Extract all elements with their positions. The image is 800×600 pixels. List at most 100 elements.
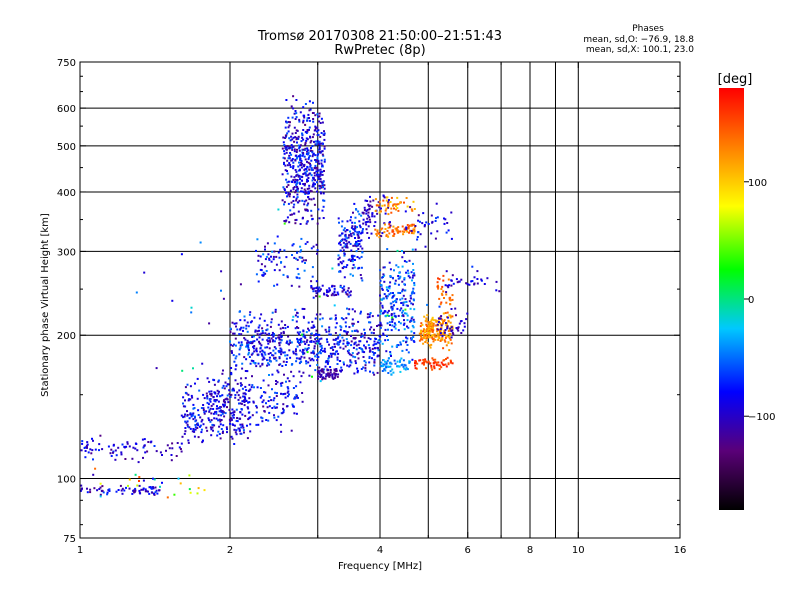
data-point (425, 330, 428, 333)
data-point (380, 235, 383, 238)
data-point (319, 178, 322, 180)
data-point (353, 228, 356, 231)
data-point (455, 314, 457, 317)
data-point (345, 317, 348, 320)
data-point (235, 322, 238, 325)
data-point (282, 141, 285, 144)
data-point (353, 266, 356, 269)
data-point (273, 333, 275, 336)
data-point (381, 342, 384, 345)
data-point (194, 424, 197, 426)
data-point (347, 287, 350, 290)
data-point (302, 191, 305, 194)
data-point (278, 336, 281, 339)
data-point (387, 289, 390, 292)
data-point (296, 156, 299, 159)
data-point (141, 438, 144, 441)
data-point (386, 322, 389, 325)
data-point (366, 232, 369, 234)
data-point (393, 269, 395, 272)
data-point (411, 209, 414, 212)
data-point (339, 346, 342, 349)
data-point (387, 309, 390, 312)
data-point (322, 186, 324, 188)
data-point (278, 357, 281, 360)
data-point (298, 149, 301, 152)
y-tick-label: 200 (57, 331, 76, 342)
data-point (101, 448, 104, 451)
data-point (358, 240, 361, 243)
data-point (301, 154, 304, 157)
data-point (412, 336, 415, 338)
data-point (284, 364, 287, 366)
data-point (342, 361, 345, 364)
data-point (364, 367, 367, 370)
data-point (419, 330, 422, 333)
data-point (393, 203, 396, 206)
data-point (337, 263, 340, 266)
data-point (291, 363, 294, 365)
data-point (316, 342, 319, 345)
data-point (268, 257, 271, 260)
data-point (343, 288, 346, 291)
data-point (328, 326, 331, 329)
data-point (202, 404, 205, 406)
data-point (382, 297, 385, 300)
data-point (431, 357, 434, 360)
data-point (238, 333, 241, 336)
data-point (310, 326, 313, 329)
data-point (307, 177, 310, 179)
data-point (249, 423, 252, 426)
data-point (336, 363, 339, 365)
data-point (350, 235, 353, 238)
data-point (315, 160, 318, 163)
data-point (298, 333, 300, 336)
data-point (308, 100, 311, 103)
data-point (412, 274, 415, 277)
data-point (369, 321, 372, 324)
data-point (190, 306, 193, 309)
data-point (407, 275, 410, 278)
data-point (359, 226, 362, 229)
data-point (298, 199, 301, 202)
data-point (273, 397, 276, 400)
data-point (251, 384, 254, 387)
data-point (301, 333, 304, 336)
data-point (298, 357, 301, 360)
data-point (309, 108, 312, 111)
data-point (406, 319, 409, 322)
data-point (292, 136, 295, 139)
data-point (376, 341, 379, 344)
data-point (410, 208, 413, 211)
data-point (299, 357, 302, 360)
data-point (238, 353, 241, 356)
data-point (447, 286, 450, 289)
data-point (402, 339, 405, 342)
data-point (408, 276, 411, 279)
data-point (287, 390, 290, 393)
x-tick-label: 6 (465, 545, 471, 556)
data-point (319, 373, 321, 376)
data-point (309, 165, 312, 168)
data-point (249, 342, 252, 344)
data-point (394, 282, 397, 285)
data-point (210, 419, 213, 422)
data-point (302, 371, 305, 374)
data-point (226, 394, 229, 397)
data-point (381, 232, 384, 235)
data-point (132, 490, 135, 492)
data-point (424, 330, 426, 333)
data-point (419, 325, 422, 328)
data-point (138, 489, 141, 492)
data-point (292, 315, 295, 318)
data-point (356, 330, 359, 333)
data-point (373, 358, 376, 361)
data-point (380, 228, 382, 231)
data-point (341, 290, 344, 293)
data-point (323, 160, 326, 163)
data-point (309, 141, 312, 144)
data-point (309, 364, 312, 367)
data-point (389, 370, 392, 373)
data-point (323, 368, 326, 371)
data-point (316, 126, 319, 129)
